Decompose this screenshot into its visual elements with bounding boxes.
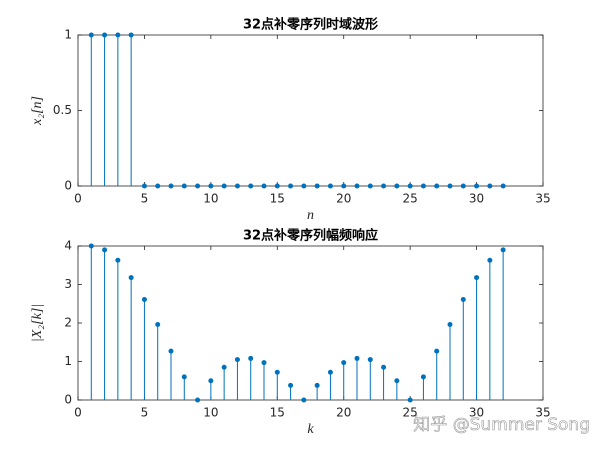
y-tick-label: 4 — [64, 239, 72, 253]
x-tick-label: 35 — [535, 192, 550, 206]
stem-marker — [474, 275, 480, 281]
stem-marker — [181, 183, 187, 189]
stem-marker — [474, 183, 480, 189]
x-tick-label: 35 — [535, 406, 550, 420]
y-tick-label: 1 — [64, 28, 72, 42]
stem-marker — [447, 183, 453, 189]
stem-marker — [407, 183, 413, 189]
x-tick-label: 5 — [141, 406, 149, 420]
stem-marker — [155, 322, 161, 328]
stem-marker — [381, 183, 387, 189]
x-tick-label: 15 — [270, 192, 285, 206]
stem-marker — [288, 382, 294, 388]
stem-marker — [168, 183, 174, 189]
stem-marker — [234, 357, 240, 363]
stem-marker — [195, 183, 201, 189]
stem-marker — [367, 183, 373, 189]
y-tick-label: 2 — [64, 316, 72, 330]
chart-title: 32点补零序列时域波形 — [243, 17, 378, 33]
x-tick-label: 25 — [403, 192, 418, 206]
stem-marker — [195, 397, 201, 403]
x-tick-label: 15 — [270, 406, 285, 420]
plot-area — [77, 34, 544, 187]
stem-marker — [314, 382, 320, 388]
stem-marker — [420, 183, 426, 189]
stem-marker — [314, 183, 320, 189]
stem-marker — [394, 378, 400, 384]
stem-marker — [141, 297, 147, 303]
stem-marker — [141, 183, 147, 189]
y-tick-label: 1 — [64, 354, 72, 368]
stem-marker — [88, 32, 94, 38]
stem-marker — [288, 183, 294, 189]
stem-marker — [261, 183, 267, 189]
y-tick-label: 0 — [64, 393, 72, 407]
stem-marker — [500, 247, 506, 253]
stem-marker — [367, 357, 373, 363]
stem-marker — [234, 183, 240, 189]
stem-marker — [128, 32, 134, 38]
x-tick-label: 5 — [141, 192, 149, 206]
stem-marker — [341, 360, 347, 366]
x-tick-label: 0 — [74, 192, 82, 206]
y-axis-label: x₂[n] — [30, 96, 45, 126]
stem-marker — [487, 257, 493, 263]
stem-marker — [341, 183, 347, 189]
stem-marker — [447, 322, 453, 328]
x-tick-label: 10 — [203, 406, 218, 420]
x-tick-label: 30 — [469, 192, 484, 206]
stem-marker — [381, 364, 387, 370]
stem-marker — [487, 183, 493, 189]
plot-area — [77, 245, 544, 401]
watermark: 知乎 @Summer Song — [413, 415, 590, 435]
stem-marker — [208, 183, 214, 189]
stem-marker — [221, 364, 227, 370]
stem-marker — [500, 183, 506, 189]
stem-marker — [102, 32, 108, 38]
stem-marker — [327, 183, 333, 189]
x-tick-label: 20 — [336, 406, 351, 420]
stem-marker — [407, 397, 413, 403]
stem-marker — [460, 297, 466, 303]
stem-marker — [274, 183, 280, 189]
stem-marker — [88, 243, 94, 249]
y-tick-label: 0.5 — [53, 103, 72, 117]
stem-marker — [460, 183, 466, 189]
x-tick-label: 20 — [336, 192, 351, 206]
stem-marker — [128, 275, 134, 281]
stem-marker — [434, 348, 440, 354]
stem-marker — [248, 183, 254, 189]
stem-marker — [208, 378, 214, 384]
x-tick-label: 0 — [74, 406, 82, 420]
stem-marker — [354, 183, 360, 189]
stem-marker — [181, 374, 187, 380]
y-tick-label: 0 — [64, 179, 72, 193]
stem-marker — [102, 247, 108, 253]
stem-marker — [354, 355, 360, 361]
stem-marker — [327, 369, 333, 375]
y-tick-label: 3 — [64, 277, 72, 291]
stem-marker — [115, 32, 121, 38]
stem-marker — [221, 183, 227, 189]
stem-marker — [115, 257, 121, 263]
stem-marker — [394, 183, 400, 189]
x-axis-label: n — [307, 208, 314, 223]
stem-marker — [301, 183, 307, 189]
stem-marker — [434, 183, 440, 189]
stem-marker — [274, 369, 280, 375]
x-tick-label: 25 — [403, 406, 418, 420]
stem-marker — [420, 374, 426, 380]
x-tick-label: 30 — [469, 406, 484, 420]
y-axis-label: |X₂[k]| — [30, 304, 45, 342]
x-axis-label: k — [307, 422, 314, 437]
stem-marker — [248, 355, 254, 361]
stem-marker — [155, 183, 161, 189]
x-tick-label: 10 — [203, 192, 218, 206]
stem-marker — [301, 397, 307, 403]
stem-marker — [261, 360, 267, 366]
stem-marker — [168, 348, 174, 354]
chart-title: 32点补零序列幅频响应 — [243, 228, 378, 244]
